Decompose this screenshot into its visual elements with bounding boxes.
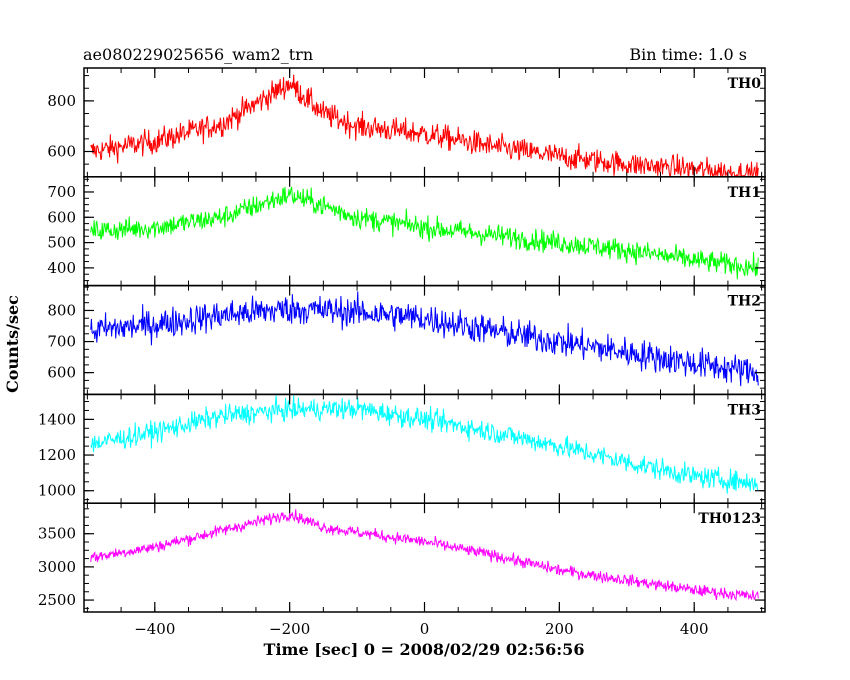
panel-frame (83, 67, 766, 178)
x-axis-label: Time [sec] 0 = 2008/02/29 02:56:56 (264, 640, 585, 659)
y-tick-label: 700 (47, 183, 76, 201)
panel-th1: 400 500 600 700 TH1 (47, 176, 766, 287)
x-tick-label: −200 (269, 620, 310, 638)
panel-frame (83, 393, 766, 504)
y-tick-label: 3000 (38, 558, 76, 576)
y-tick-label: 1400 (38, 410, 76, 428)
panel-th3: 1000 1200 1400 TH3 (38, 393, 766, 504)
panel-label-th0: TH0 (728, 76, 762, 92)
y-tick-label: 700 (47, 333, 76, 351)
panel-label-th3: TH3 (728, 402, 761, 418)
y-tick-label: 2500 (38, 591, 76, 609)
series-line-th1 (90, 186, 759, 280)
panel-frame (83, 176, 766, 287)
series-line-th0123 (90, 509, 759, 602)
panel-frame (83, 502, 766, 613)
panel-th0: 600 800 TH0 (47, 67, 766, 178)
y-tick-label: 600 (47, 142, 76, 160)
panel-label-th2: TH2 (728, 294, 761, 310)
y-tick-label: 800 (47, 92, 76, 110)
y-tick-label: 800 (47, 301, 76, 319)
panel-label-th1: TH1 (728, 185, 761, 201)
x-tick-label: 200 (545, 620, 574, 638)
y-tick-label: 500 (47, 234, 76, 252)
series-line-th3 (90, 395, 759, 494)
x-axis: −400 −200 0 200 400 (134, 620, 708, 638)
x-tick-label: −400 (134, 620, 175, 638)
y-tick-label: 3500 (38, 525, 76, 543)
series-line-th0 (90, 74, 759, 178)
chart-title: ae080229025656_wam2_trn (83, 45, 313, 64)
series-line-th2 (90, 291, 759, 387)
y-tick-label: 600 (47, 364, 76, 382)
y-tick-label: 1000 (38, 482, 76, 500)
panel-frame (83, 284, 766, 396)
y-axis-label: Counts/sec (3, 295, 22, 393)
panel-th0123: 2500 3000 3500 TH0123 (38, 502, 766, 613)
y-tick-label: 1200 (38, 446, 76, 464)
bin-time-label: Bin time: 1.0 s (629, 45, 747, 64)
panels-group: 600 800 TH0 400 500 600 700 TH1 600 700 800 TH2 1000… (38, 67, 766, 638)
panel-th2: 600 700 800 TH2 (47, 284, 766, 396)
y-tick-label: 600 (47, 208, 76, 226)
x-tick-label: 400 (680, 620, 709, 638)
y-tick-label: 400 (47, 259, 76, 277)
x-tick-label: 0 (420, 620, 430, 638)
panel-label-th0123: TH0123 (698, 511, 761, 527)
